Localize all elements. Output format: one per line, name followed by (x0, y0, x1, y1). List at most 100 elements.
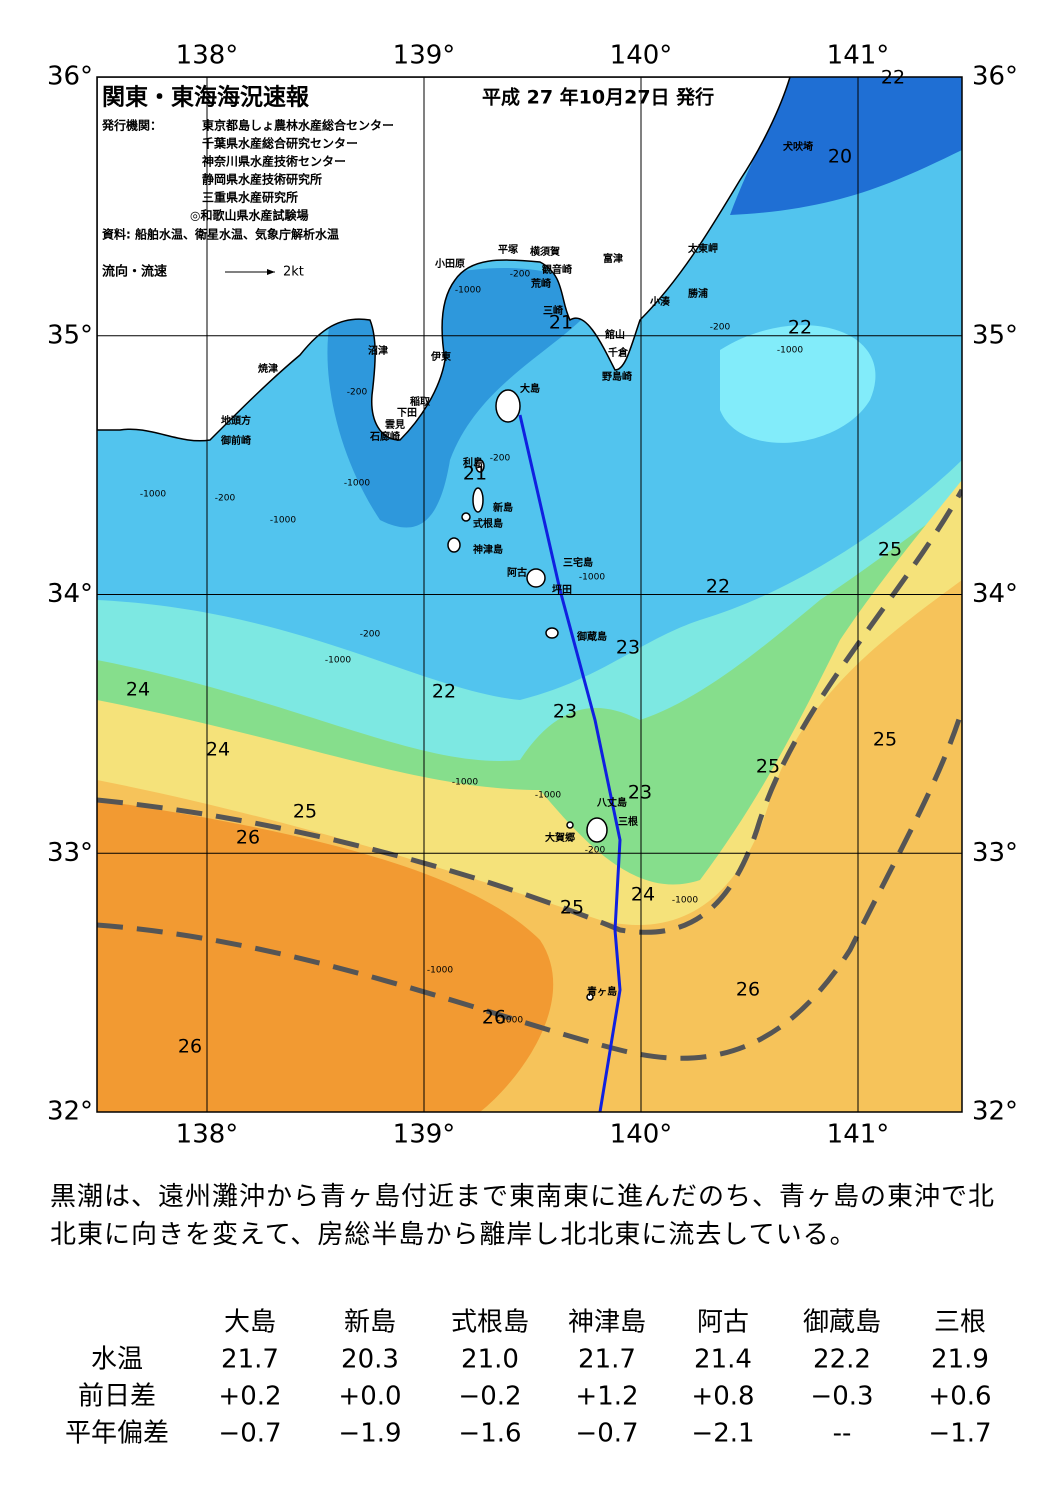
table-cell: −0.3 (810, 1382, 873, 1412)
place-name: 富津 (603, 252, 623, 265)
isotherm-label: 26 (736, 979, 760, 1001)
isobath-label: -1000 (452, 778, 478, 788)
row-label: 平年偏差 (65, 1419, 169, 1449)
table-header: 御蔵島 (803, 1308, 881, 1338)
isotherm-label: 23 (616, 637, 640, 659)
isobath-label: -1000 (777, 346, 803, 356)
place-name: 犬吠埼 (783, 140, 813, 153)
place-name: 神津島 (473, 543, 503, 556)
isobath-label: -200 (215, 494, 236, 504)
table-cell: −0.2 (458, 1382, 521, 1412)
row-label: 水温 (91, 1345, 143, 1375)
table-header: 大島 (224, 1308, 276, 1338)
place-name: 太東岬 (687, 242, 718, 255)
isobath-label: -200 (710, 323, 731, 333)
isotherm-label: 21 (463, 463, 487, 485)
place-name: 石廊崎 (369, 430, 400, 443)
lon-label: 140° (610, 41, 673, 71)
lat-label: 36° (47, 62, 93, 92)
place-name: 御蔵島 (576, 630, 607, 643)
place-name: 三宅島 (563, 556, 593, 569)
isobath-label: -1000 (535, 791, 561, 801)
place-name: 利島 (463, 456, 483, 469)
isobath-label: -200 (490, 454, 511, 464)
title: 関東・東海海況速報 (102, 84, 310, 111)
row-label: 前日差 (78, 1382, 156, 1412)
isobath-label: -200 (360, 630, 381, 640)
kuroshio-axis (97, 488, 962, 1061)
place-name: 館山 (604, 328, 625, 341)
isotherm-label: 25 (293, 801, 317, 823)
isobath-label: -200 (585, 846, 606, 856)
isotherm-label: 20 (828, 146, 852, 168)
isobath-label: -1000 (427, 966, 453, 976)
place-name: 阿古 (507, 566, 527, 579)
isobath-label: -1000 (270, 516, 296, 526)
place-name: 横須賀 (530, 245, 560, 258)
isotherm-label: 22 (788, 317, 812, 339)
place-name: 地頭方 (221, 414, 251, 427)
lat-label: 32° (972, 1097, 1018, 1127)
lat-label: 36° (972, 62, 1018, 92)
isobath-label: -1000 (140, 490, 166, 500)
place-name: 稲取 (410, 395, 431, 408)
table-cell: +0.8 (691, 1382, 754, 1412)
table-cell: 21.9 (931, 1345, 989, 1375)
lon-label: 141° (827, 1120, 890, 1150)
source: 資料: 船舶水温、衛星水温、気象庁解析水温 (102, 227, 339, 242)
place-name: 野島崎 (602, 370, 632, 383)
isotherm-label: 24 (126, 679, 150, 701)
table-cell: +1.2 (575, 1382, 638, 1412)
isotherm-label: 26 (236, 827, 260, 849)
issue-date: 平成 27 年10月27日 発行 (482, 86, 714, 109)
table-cell: −1.7 (928, 1419, 991, 1449)
publisher: 東京都島しょ農林水産総合センター (202, 118, 394, 133)
table-cell: +0.6 (928, 1382, 991, 1412)
place-name: 八丈島 (596, 796, 627, 809)
isotherm-label: 23 (628, 782, 652, 804)
publisher: 神奈川県水産技術センター (202, 154, 346, 169)
table-cell: +0.2 (218, 1382, 281, 1412)
isobath-label: -1000 (497, 1016, 523, 1026)
place-name: 青ヶ島 (587, 985, 617, 998)
isotherm-label: 22 (706, 576, 730, 598)
lat-label: 35° (47, 320, 93, 350)
isobath-label: -1000 (579, 573, 605, 583)
legend-arrowhead (267, 269, 275, 275)
publisher: 千葉県水産総合研究センター (202, 136, 358, 151)
table-cell: −1.6 (458, 1419, 521, 1449)
place-name: 焼津 (258, 362, 278, 375)
isobath-label: -200 (347, 388, 368, 398)
table-header: 神津島 (568, 1308, 646, 1338)
ship-track (518, 414, 622, 1112)
isotherm-label: 25 (756, 756, 780, 778)
lon-label: 140° (610, 1120, 673, 1150)
place-name: 勝浦 (688, 287, 708, 300)
place-name: 小田原 (434, 257, 465, 270)
place-name: 千倉 (608, 346, 629, 359)
place-name: 大賀郷 (545, 831, 575, 844)
publisher: 三重県水産研究所 (202, 190, 298, 205)
place-name: 坪田 (552, 583, 572, 596)
summary: 黒潮は、遠州灘沖から青ヶ島付近まで東南東に進んだのち、青ヶ島の東沖で北北東に向き… (50, 1182, 996, 1250)
isotherm-label: 22 (881, 67, 905, 89)
isotherm-label: 25 (873, 729, 897, 751)
place-name: 大島 (520, 382, 540, 395)
place-name: 観音崎 (542, 263, 572, 276)
table-header: 式根島 (451, 1308, 529, 1338)
place-name: 沼津 (368, 344, 388, 357)
table-cell: 21.4 (694, 1345, 752, 1375)
lat-label: 33° (972, 838, 1018, 868)
isotherm-label: 23 (553, 701, 577, 723)
place-name: 雲見 (385, 419, 405, 431)
place-name: 荒崎 (530, 277, 551, 290)
place-name: 御前崎 (220, 434, 251, 447)
lon-label: 141° (827, 41, 890, 71)
isotherm-label: 26 (482, 1007, 506, 1029)
isobath-label: -200 (510, 270, 531, 280)
table-cell: 21.7 (221, 1345, 279, 1375)
table-cell: −2.1 (691, 1419, 754, 1449)
lat-label: 32° (47, 1097, 93, 1127)
sea (97, 77, 962, 1112)
isotherm-label: 24 (631, 884, 655, 906)
